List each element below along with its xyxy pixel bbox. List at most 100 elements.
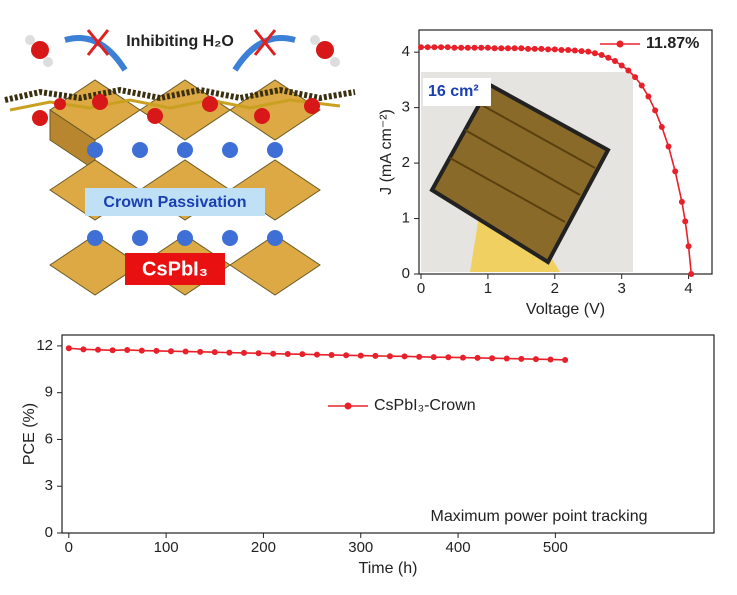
data-point [424, 44, 431, 51]
data-point [531, 45, 538, 52]
data-point [525, 45, 532, 52]
data-point [551, 46, 558, 53]
data-point [270, 350, 277, 357]
data-point [153, 347, 160, 354]
inset-photo [421, 72, 633, 272]
x-tick-label: 0 [65, 539, 73, 556]
data-point [444, 44, 451, 51]
data-point [459, 354, 466, 361]
data-point [226, 349, 233, 356]
x-tick-label: 400 [446, 539, 471, 556]
data-point [95, 346, 102, 353]
illustration-middle-label: Crown Passivation [103, 194, 246, 211]
label-box [125, 253, 225, 285]
cs-atoms [87, 142, 283, 246]
data-point [357, 352, 364, 359]
data-point [65, 345, 72, 352]
data-point [605, 54, 612, 61]
data-point [478, 44, 485, 51]
y-tick-label: 0 [402, 265, 410, 282]
plot-frame [418, 29, 713, 275]
data-point [124, 346, 131, 353]
y-tick-label: 9 [45, 384, 53, 401]
x-tick-label: 4 [684, 280, 692, 297]
data-point [532, 356, 539, 363]
y-tick-label: 1 [402, 210, 410, 227]
y-tick-label: 2 [402, 154, 410, 171]
x-tick-label: 300 [348, 539, 373, 556]
data-point [80, 346, 87, 353]
data-point [658, 124, 665, 131]
data-point [401, 353, 408, 360]
legend-marker [344, 402, 352, 410]
data-point [503, 355, 510, 362]
inset-label: 16 cm² [428, 83, 479, 100]
legend-label: 11.87% [646, 35, 699, 52]
data-point [638, 82, 645, 89]
data-point [618, 62, 625, 69]
illustration-bottom-label: CsPbI₃ [142, 258, 208, 280]
data-point [464, 44, 471, 51]
data-point [685, 243, 692, 250]
data-point [504, 45, 511, 52]
water [25, 29, 340, 72]
illustration: Inhibiting H₂O Crown Passivation CsPbI₃ [4, 29, 356, 296]
data-point [167, 348, 174, 355]
data-point [545, 46, 552, 53]
data-point [682, 218, 689, 225]
label-box [85, 188, 265, 216]
crown-layer [4, 86, 356, 126]
data-point [665, 143, 672, 150]
x-axis-label: Time (h) [359, 560, 418, 577]
data-point [591, 50, 598, 57]
data-point [652, 107, 659, 114]
data-point [474, 354, 481, 361]
y-axis-label: PCE (%) [21, 403, 38, 465]
data-point [328, 351, 335, 358]
data-point [538, 45, 545, 52]
plot-frame [61, 334, 715, 534]
data-point [558, 46, 565, 53]
data-point [211, 349, 218, 356]
data-point [313, 351, 320, 358]
y-tick-label: 0 [45, 524, 53, 541]
x-tick-label: 1 [484, 280, 492, 297]
data-point [451, 44, 458, 51]
y-tick-label: 3 [402, 99, 410, 116]
data-point [431, 44, 438, 51]
y-axis-label: J (mA cm⁻²) [378, 109, 395, 195]
y-tick-label: 3 [45, 477, 53, 494]
data-point [182, 348, 189, 355]
data-point [645, 93, 652, 100]
data-point [491, 45, 498, 52]
x-tick-label: 3 [618, 280, 626, 297]
x-tick-label: 500 [543, 539, 568, 556]
legend-marker [616, 40, 624, 48]
data-point [343, 352, 350, 359]
data-point [688, 271, 695, 277]
data-point [416, 353, 423, 360]
data-point [489, 355, 496, 362]
data-point [484, 44, 491, 51]
data-point [511, 45, 518, 52]
x-tick-label: 100 [154, 539, 179, 556]
data-point [518, 355, 525, 362]
x-axis-label: Voltage (V) [526, 301, 605, 318]
data-point [571, 47, 578, 54]
data-point [138, 347, 145, 354]
y-tick-label: 6 [45, 430, 53, 447]
x-tick-label: 2 [551, 280, 559, 297]
data-point [109, 347, 116, 354]
data-point [565, 46, 572, 53]
data-point [612, 58, 619, 65]
data-point [625, 67, 632, 74]
data-point [498, 45, 505, 52]
annotation: Maximum power point tracking [431, 508, 648, 525]
data-point [585, 48, 592, 55]
y-tick-label: 4 [402, 43, 410, 60]
data-point [598, 51, 605, 58]
data-point [372, 352, 379, 359]
data-point [418, 44, 425, 51]
data-point [197, 348, 204, 355]
